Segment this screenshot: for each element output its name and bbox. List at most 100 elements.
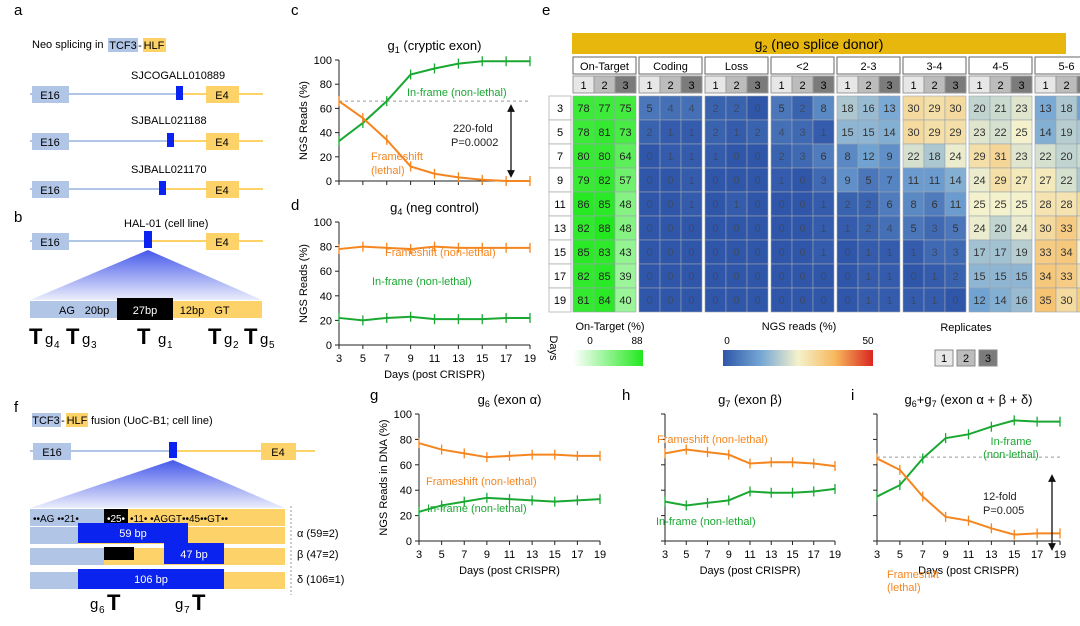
guide-t-icon: T (192, 590, 206, 615)
group-header-box (1034, 56, 1080, 75)
heatmap-cell-value: 1 (865, 295, 871, 307)
chart-title-rest: (exon α) (490, 392, 542, 407)
guide-sub: 7 (184, 605, 190, 616)
heatmap-cell-value: 11 (929, 175, 940, 187)
heatmap-cell-value: 0 (733, 271, 739, 283)
annotation-label: In-frame (non-lethal) (372, 276, 472, 288)
chart-title: g1 (cryptic exon) (388, 38, 482, 55)
chart-title-g: g (904, 392, 911, 407)
heatmap-cell-value: 40 (619, 295, 631, 307)
replicate-header: 3 (754, 80, 760, 92)
heatmap-cell-value: 30 (949, 103, 961, 115)
heatmap-cell-value: 0 (646, 247, 652, 259)
legend-ontarget-title: On-Target (%) (575, 321, 644, 333)
heatmap-cell-value: 4 (778, 127, 784, 139)
heatmap-cell-value: 0 (844, 247, 850, 259)
neo-exon-marker (159, 181, 166, 195)
x-axis-label: Days (post CRISPR) (384, 369, 485, 381)
heatmap-cell-value: 0 (733, 175, 739, 187)
heatmap-cell-value: 75 (619, 103, 631, 115)
heatmap-cell-value: 2 (778, 151, 784, 163)
x-tick-label: 9 (408, 353, 414, 365)
heatmap-cell-value: 15 (1015, 271, 1027, 283)
x-tick-label: 15 (1008, 549, 1020, 561)
replicate-header: 1 (910, 80, 916, 92)
heatmap-cell-value: 2 (865, 199, 871, 211)
heatmap-cell-value: 15 (862, 127, 874, 139)
day-label: 3 (557, 103, 563, 115)
heatmap-cell-value: 15 (994, 271, 1006, 283)
heatmap-cell-value: 1 (733, 127, 739, 139)
heatmap-cell-value: 0 (754, 199, 760, 211)
heatmap-cell-value: 14 (949, 175, 961, 187)
alpha-bar-label: 59 bp (119, 528, 147, 540)
x-tick-label: 15 (476, 353, 488, 365)
heatmap-cell-value: 22 (1060, 175, 1072, 187)
legend-rep-2-label: 2 (963, 353, 969, 365)
annotation-label: In-frame (non-lethal) (407, 87, 507, 99)
heatmap-cell-value: 9 (886, 151, 892, 163)
guide-g: g (260, 331, 268, 348)
heatmap-cell-value: 30 (1060, 295, 1072, 307)
chart-title: g6 (exon α) (478, 392, 542, 409)
heatmap-cell-value: 18 (1060, 103, 1072, 115)
group-header-5: 3-4 (927, 61, 943, 73)
heatmap-cell-value: 0 (754, 295, 760, 307)
replicate-header-box (812, 75, 835, 94)
x-tick-label: 11 (429, 353, 440, 365)
heatmap-cell-value: 0 (667, 271, 673, 283)
heatmap-cell-value: 4 (688, 103, 694, 115)
day-label-box (548, 287, 572, 313)
x-tick-label: 19 (1054, 549, 1066, 561)
chart-i: g6+g7 (exon α + β + δ)3 5 7 9 11 13 15 17 19Days… (873, 392, 1066, 594)
heatmap-cell-value: 20 (1060, 151, 1072, 163)
heatmap-cell (1076, 287, 1080, 313)
group-header-box (638, 56, 703, 75)
x-tick-label: 15 (549, 549, 561, 561)
heatmap-cell-value: 19 (1015, 247, 1027, 259)
heatmap-cell-value: 1 (778, 175, 784, 187)
heatmap-cell-value: 25 (1015, 127, 1027, 139)
legend-ontarget-gradient (573, 350, 643, 366)
y-tick-label: 40 (320, 291, 332, 303)
replicate-header: 2 (997, 80, 1003, 92)
y-tick-label: 0 (406, 536, 412, 548)
heatmap-cell-value: 0 (688, 247, 694, 259)
heatmap-cell-value: 21 (994, 103, 1006, 115)
x-tick-label: 7 (704, 549, 710, 561)
heatmap-cell-value: 0 (820, 295, 826, 307)
y-tick-label: 40 (320, 128, 332, 140)
x-tick-label: 15 (786, 549, 798, 561)
chart-d: g4 (neg control) 0 20 40 60 80 100 3 5 7 9 11 13 15 17… (298, 200, 536, 381)
heatmap-cell-value: 25 (973, 199, 985, 211)
replicate-header-box (680, 75, 703, 94)
day-label: 11 (554, 199, 565, 211)
annotation-label: Frameshift (371, 151, 423, 163)
x-tick-label: 7 (384, 353, 390, 365)
heatmap-cell-value: 25 (994, 199, 1006, 211)
heatmap-cell-value: 79 (577, 175, 589, 187)
x-tick-label: 11 (504, 549, 515, 561)
panel-letter-d: d (291, 197, 299, 214)
heatmap-cell-value: 1 (931, 271, 937, 283)
heatmap-cell-value: 4 (886, 223, 892, 235)
heatmap-cell-value: 73 (619, 127, 631, 139)
heatmap-cell-value: 0 (799, 247, 805, 259)
delta-bar (78, 569, 224, 589)
heatmap-day-labels: 3 5 7 9 11 13 15 17 19 (548, 95, 572, 313)
heatmap-cell-value: 0 (646, 271, 652, 283)
heatmap-cell-value: 1 (886, 295, 892, 307)
heatmap-cell-value: 15 (841, 127, 853, 139)
y-axis-label: NGS Reads (%) (298, 244, 310, 323)
chart-title-rest: (exon β) (730, 392, 782, 407)
heatmap-cell-value: 1 (844, 223, 850, 235)
heatmap-cell-value: 2 (646, 127, 652, 139)
heatmap-cell-value: 29 (928, 103, 940, 115)
guide-sub: 6 (99, 605, 105, 616)
heatmap-cell-value: 0 (733, 151, 739, 163)
heatmap-cell-value: 1 (667, 151, 673, 163)
delta-bar-label: 106 bp (134, 574, 168, 586)
annotation-label: (lethal) (371, 165, 405, 177)
